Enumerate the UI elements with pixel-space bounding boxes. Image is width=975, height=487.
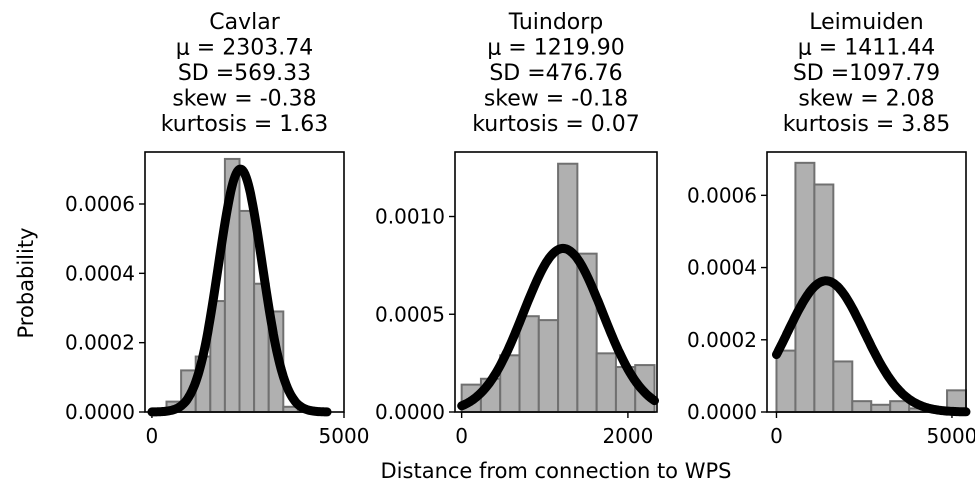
x-tick-label: 2000 — [602, 424, 653, 448]
histogram-bar — [832, 360, 854, 414]
histogram-bar — [557, 162, 579, 413]
title-line: skew = -0.38 — [172, 87, 316, 112]
title-line: SD =1097.79 — [793, 61, 940, 86]
title-line: SD =569.33 — [178, 61, 311, 86]
y-tick-label: 0.0004 — [687, 256, 757, 280]
fit-curve — [457, 243, 659, 411]
fit-curve — [772, 276, 971, 417]
y-tick-label: 0.0006 — [65, 192, 135, 216]
histogram-bar — [518, 315, 540, 414]
title-line: skew = 2.08 — [798, 87, 934, 112]
y-tick-label: 0.0004 — [65, 261, 135, 285]
axes-frame — [766, 151, 967, 413]
title-line: Tuindorp — [508, 10, 604, 35]
y-tick-label: 0.0000 — [375, 400, 445, 424]
title-line: kurtosis = 0.07 — [472, 112, 640, 137]
histogram-bar — [595, 352, 617, 414]
title-line: Cavlar — [209, 10, 280, 35]
title-line: μ = 2303.74 — [176, 36, 313, 61]
fit-curve — [147, 164, 332, 417]
axes-frame — [144, 151, 345, 413]
x-axis-label: Distance from connection to WPS — [381, 459, 732, 483]
y-tick-label: 0.0000 — [65, 400, 135, 424]
histogram-bar — [813, 183, 835, 413]
axes-frame — [454, 151, 658, 413]
y-tick-label: 0.0006 — [687, 183, 757, 207]
y-axis-label: Probability — [14, 227, 38, 338]
x-tick-label: 0 — [146, 424, 159, 448]
histogram-bar — [775, 349, 797, 414]
y-tick-label: 0.0010 — [375, 205, 445, 229]
x-tick-label: 0 — [770, 424, 783, 448]
histogram-bar — [889, 400, 911, 413]
x-tick-label: 5000 — [319, 424, 370, 448]
y-tick-label: 0.0000 — [687, 400, 757, 424]
title-line: kurtosis = 1.63 — [161, 112, 329, 137]
x-tick-label: 0 — [455, 424, 468, 448]
histogram-bar — [238, 209, 256, 413]
histogram-bar — [537, 319, 560, 413]
y-tick-label: 0.0002 — [65, 331, 135, 355]
title-line: SD =476.76 — [489, 61, 622, 86]
histogram-bar — [870, 403, 892, 413]
title-line: μ = 1411.44 — [798, 36, 935, 61]
y-tick-label: 0.0002 — [687, 328, 757, 352]
title-line: Leimuiden — [809, 10, 923, 35]
title-line: kurtosis = 3.85 — [783, 112, 951, 137]
x-tick-label: 5000 — [927, 424, 975, 448]
y-tick-label: 0.0005 — [375, 302, 445, 326]
title-line: μ = 1219.90 — [487, 36, 624, 61]
histogram-bar — [851, 400, 873, 413]
title-line: skew = -0.18 — [484, 87, 628, 112]
